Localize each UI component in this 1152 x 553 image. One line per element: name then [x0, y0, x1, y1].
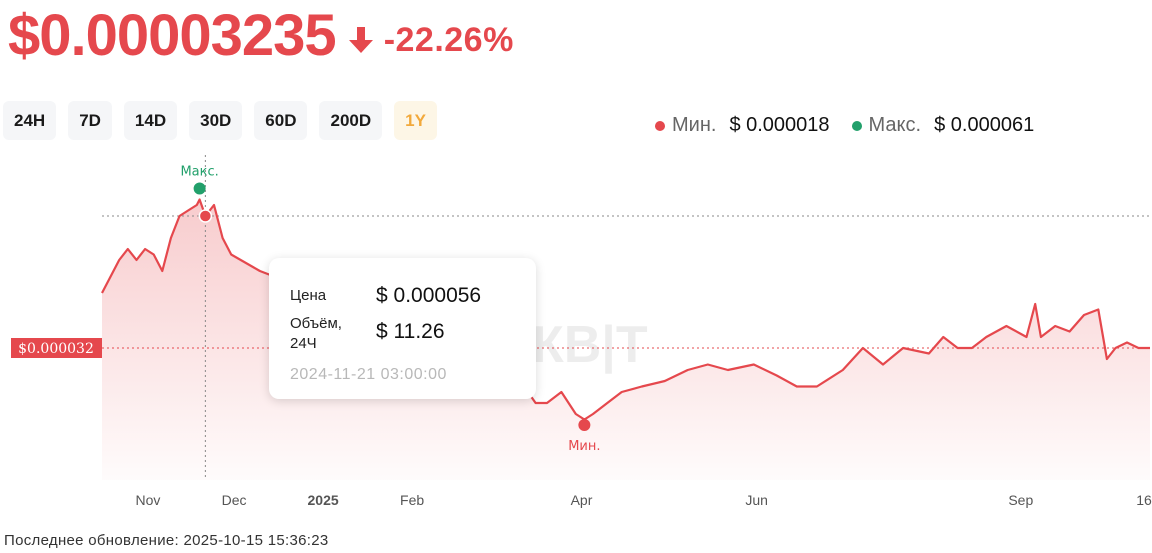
- range-button-30d[interactable]: 30D: [189, 101, 243, 140]
- max-marker: [193, 182, 206, 195]
- chart-tooltip: Цена $ 0.000056 Объём, 24Ч $ 11.26 2024-…: [269, 258, 536, 399]
- min-marker-label: Мин.: [568, 439, 600, 454]
- legend-max-label: Макс.: [868, 114, 922, 136]
- price-change: -22.26%: [383, 20, 514, 59]
- chart-legend: Мин. $ 0.000018 Макс. $ 0.000061: [655, 114, 1056, 137]
- tooltip-price-value: $ 0.000056: [376, 284, 482, 307]
- max-marker-label: Макс.: [180, 165, 218, 180]
- range-button-7d[interactable]: 7D: [68, 101, 112, 140]
- x-tick-label: Feb: [400, 492, 424, 508]
- current-price: $0.00003235: [8, 3, 337, 68]
- tooltip-date: 2024-11-21 03:00:00: [290, 366, 447, 383]
- range-selector: 24H 7D 14D 30D 60D 200D 1Y: [3, 101, 437, 140]
- min-dot-icon: [655, 120, 665, 131]
- range-button-60d[interactable]: 60D: [254, 101, 308, 140]
- x-tick-label: Nov: [135, 492, 160, 508]
- tooltip-volume-value: $ 11.26: [376, 320, 445, 343]
- tooltip-volume-label-2: 24Ч: [290, 335, 317, 352]
- price-chart[interactable]: КВ|Т $0.000032 Макс. Мин. Nov Dec 2025 Feb Apr Ju…: [0, 150, 1152, 520]
- last-update: Последнее обновление: 2025-10-15 15:36:2…: [4, 532, 329, 549]
- range-button-14d[interactable]: 14D: [123, 101, 178, 140]
- tooltip-volume-label: Объём,: [290, 315, 342, 332]
- price-line: [101, 198, 1150, 421]
- range-button-24h[interactable]: 24H: [3, 101, 57, 140]
- min-marker: [578, 419, 591, 431]
- tooltip-price-label: Цена: [290, 287, 327, 304]
- arrow-down-icon: [348, 25, 374, 55]
- range-button-1y[interactable]: 1Y: [394, 101, 437, 140]
- x-tick-label: Sep: [1008, 492, 1033, 508]
- current-price-tag: [11, 338, 102, 358]
- hover-point: [198, 209, 213, 223]
- x-tick-label: Apr: [571, 492, 593, 508]
- x-tick-label: 2025: [308, 492, 339, 508]
- legend-max-value: $ 0.000061: [934, 114, 1035, 136]
- legend-min-label: Мин.: [672, 114, 717, 136]
- range-button-200d[interactable]: 200D: [319, 101, 383, 140]
- watermark: КВ|Т: [532, 316, 648, 374]
- max-dot-icon: [851, 120, 862, 131]
- legend-min-value: $ 0.000018: [729, 114, 830, 136]
- current-price-label: $0.000032: [18, 341, 94, 357]
- price-header: $0.00003235 -22.26%: [8, 0, 514, 72]
- price-area: [102, 199, 1150, 480]
- x-tick-label: 16: [1136, 492, 1152, 508]
- x-tick-label: Dec: [222, 492, 247, 508]
- x-tick-label: Jun: [745, 492, 768, 508]
